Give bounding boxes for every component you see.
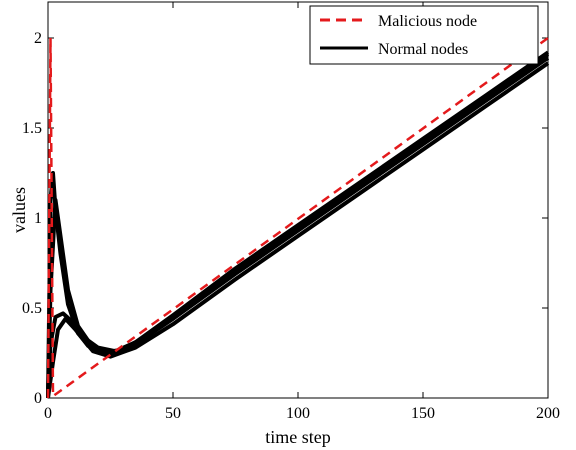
y-tick-label: 0 — [34, 390, 42, 407]
normal-node-line — [46, 61, 550, 399]
legend-box — [309, 5, 539, 65]
legend-label-malicious: Malicious node — [378, 13, 477, 30]
x-tick-label: 50 — [165, 405, 181, 422]
x-tick-label: 100 — [286, 405, 310, 422]
y-tick-label: 2 — [34, 30, 42, 47]
y-tick-label: 1.5 — [22, 120, 42, 137]
y-tick-label: 0.5 — [22, 300, 42, 317]
legend: Malicious node Normal nodes — [309, 5, 539, 65]
x-tick-label: 0 — [44, 405, 52, 422]
x-tick-label: 200 — [536, 405, 560, 422]
series-layer — [46, 36, 550, 399]
y-tick-label: 1 — [34, 210, 42, 227]
plot-area — [47, 1, 549, 399]
x-tick-label: 150 — [411, 405, 435, 422]
x-axis-ticks: 0 50 100 150 200 — [44, 2, 560, 422]
normal-node-line — [46, 52, 550, 399]
legend-label-normal: Normal nodes — [378, 41, 468, 58]
x-axis-label: time step — [265, 427, 331, 447]
malicious-node-line — [46, 36, 549, 399]
y-axis-ticks: 0 0.5 1 1.5 2 — [22, 30, 548, 407]
y-axis-label: values — [9, 187, 29, 233]
